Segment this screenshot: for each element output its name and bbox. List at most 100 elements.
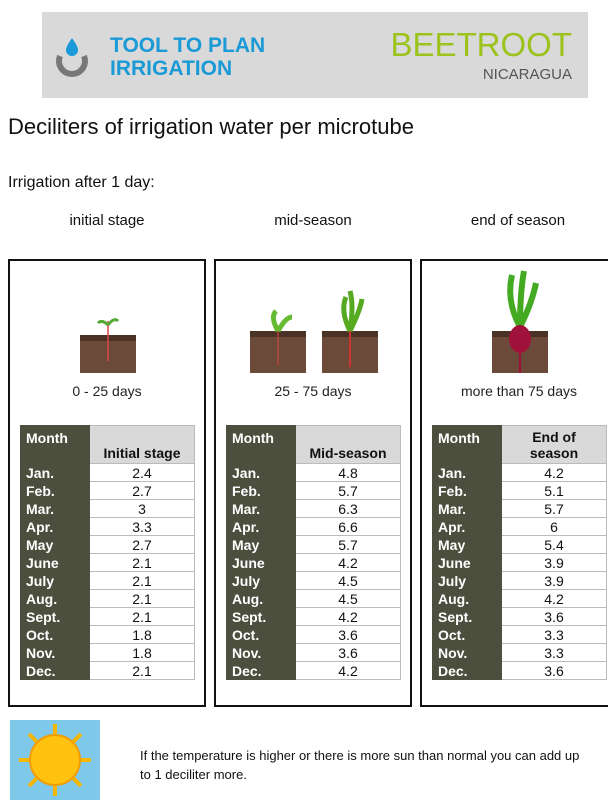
month-cell: June — [432, 553, 502, 572]
month-cell: Aug. — [226, 589, 296, 608]
month-cell: May — [20, 535, 90, 554]
stage-panel: more than 75 days Month End of season Jan. 4… — [420, 259, 608, 707]
month-cell: Dec. — [20, 661, 90, 680]
stage-days: more than 75 days — [461, 383, 577, 399]
table-row: July 3.9 — [432, 571, 607, 590]
table-row: July 2.1 — [20, 571, 195, 590]
month-cell: May — [432, 535, 502, 554]
sun-image — [10, 720, 100, 800]
value-cell: 4.2 — [295, 553, 401, 572]
note: If the temperature is higher or there is… — [140, 748, 580, 782]
month-cell: Mar. — [432, 499, 502, 518]
value-cell: 3.6 — [501, 661, 607, 680]
value-cell: 6 — [501, 517, 607, 536]
month-cell: Feb. — [432, 481, 502, 500]
table-row: Dec. 3.6 — [432, 661, 607, 680]
column-header: Month — [20, 425, 90, 464]
table-row: Aug. 4.5 — [226, 589, 401, 608]
value-cell: 5.7 — [295, 481, 401, 500]
month-cell: June — [226, 553, 296, 572]
heading: Deciliters of irrigation water per micro… — [8, 114, 414, 139]
value-cell: 2.7 — [89, 535, 195, 554]
table-row: Jan. 2.4 — [20, 463, 195, 482]
stage-image — [80, 318, 136, 373]
table-row: June 2.1 — [20, 553, 195, 572]
table-row: Oct. 3.3 — [432, 625, 607, 644]
value-cell: 5.1 — [501, 481, 607, 500]
value-cell: 1.8 — [89, 625, 195, 644]
month-cell: Oct. — [432, 625, 502, 644]
value-cell: 4.2 — [295, 607, 401, 626]
month-cell: Dec. — [226, 661, 296, 680]
value-cell: 3.6 — [295, 643, 401, 662]
logo-icon — [56, 38, 88, 77]
table-row: Mar. 3 — [20, 499, 195, 518]
table-row: Nov. 3.6 — [226, 643, 401, 662]
value-cell: 4.8 — [295, 463, 401, 482]
table-row: Sept. 2.1 — [20, 607, 195, 626]
value-cell: 2.7 — [89, 481, 195, 500]
value-cell: 4.2 — [501, 589, 607, 608]
stage-image — [250, 290, 378, 373]
value-cell: 3.3 — [89, 517, 195, 536]
table-row: Apr. 6 — [432, 517, 607, 536]
subheading: Irrigation after 1 day: — [8, 174, 155, 191]
value-cell: 6.3 — [295, 499, 401, 518]
month-cell: Feb. — [20, 481, 90, 500]
value-cell: 2.1 — [89, 589, 195, 608]
header-title: TOOL TO PLAN — [110, 34, 266, 57]
table-row: July 4.5 — [226, 571, 401, 590]
month-cell: Sept. — [20, 607, 90, 626]
month-cell: Apr. — [20, 517, 90, 536]
table-row: Apr. 3.3 — [20, 517, 195, 536]
table-row: Nov. 1.8 — [20, 643, 195, 662]
table-row: June 3.9 — [432, 553, 607, 572]
month-cell: June — [20, 553, 90, 572]
stage-panel: 0 - 25 days Month Initial stage Jan. 2.4 Feb.… — [8, 259, 206, 707]
month-cell: Dec. — [432, 661, 502, 680]
value-cell: 1.8 — [89, 643, 195, 662]
table-row: May 5.4 — [432, 535, 607, 554]
stage-table: Month End of season Jan. 4.2 Feb. 5.1 Mar. 5.7 A… — [432, 425, 607, 680]
brand: BEETROOT — [390, 26, 572, 63]
month-cell: Nov. — [20, 643, 90, 662]
column-header: Month — [432, 425, 502, 464]
month-cell: July — [20, 571, 90, 590]
header-title: IRRIGATION — [110, 57, 233, 80]
table-row: Dec. 4.2 — [226, 661, 401, 680]
table-row: Sept. 4.2 — [226, 607, 401, 626]
stage-table: Month Mid-season Jan. 4.8 Feb. 5.7 Mar. 6.3 Apr.… — [226, 425, 401, 680]
table-row: Feb. 2.7 — [20, 481, 195, 500]
value-cell: 2.1 — [89, 553, 195, 572]
month-cell: Aug. — [20, 589, 90, 608]
value-cell: 4.5 — [295, 589, 401, 608]
table-row: May 2.7 — [20, 535, 195, 554]
stage-label: end of season — [470, 212, 566, 229]
month-cell: Apr. — [226, 517, 296, 536]
table-row: Mar. 6.3 — [226, 499, 401, 518]
value-cell: 2.1 — [89, 661, 195, 680]
value-cell: 5.7 — [501, 499, 607, 518]
month-cell: Sept. — [226, 607, 296, 626]
stage-label: initial stage — [69, 212, 145, 229]
table-row: Oct. 3.6 — [226, 625, 401, 644]
value-cell: 3.3 — [501, 625, 607, 644]
value-cell: 2.1 — [89, 571, 195, 590]
value-cell: 3.3 — [501, 643, 607, 662]
column-header: Month — [226, 425, 296, 464]
header-banner: TOOL TO PLAN IRRIGATION BEETROOT NICARAG… — [42, 12, 588, 98]
month-cell: Jan. — [20, 463, 90, 482]
value-cell: 5.4 — [501, 535, 607, 554]
stage-label: mid-season — [274, 212, 352, 229]
value-cell: 6.6 — [295, 517, 401, 536]
table-row: Jan. 4.2 — [432, 463, 607, 482]
table-row: Jan. 4.8 — [226, 463, 401, 482]
table-row: Oct. 1.8 — [20, 625, 195, 644]
stage-panel: 25 - 75 days Month Mid-season Jan. 4.8 Feb. 5.… — [214, 259, 412, 707]
month-cell: Jan. — [226, 463, 296, 482]
column-header: End of season — [501, 425, 607, 464]
table-row: Apr. 6.6 — [226, 517, 401, 536]
header-row: Month Mid-season — [226, 425, 401, 464]
month-cell: Sept. — [432, 607, 502, 626]
